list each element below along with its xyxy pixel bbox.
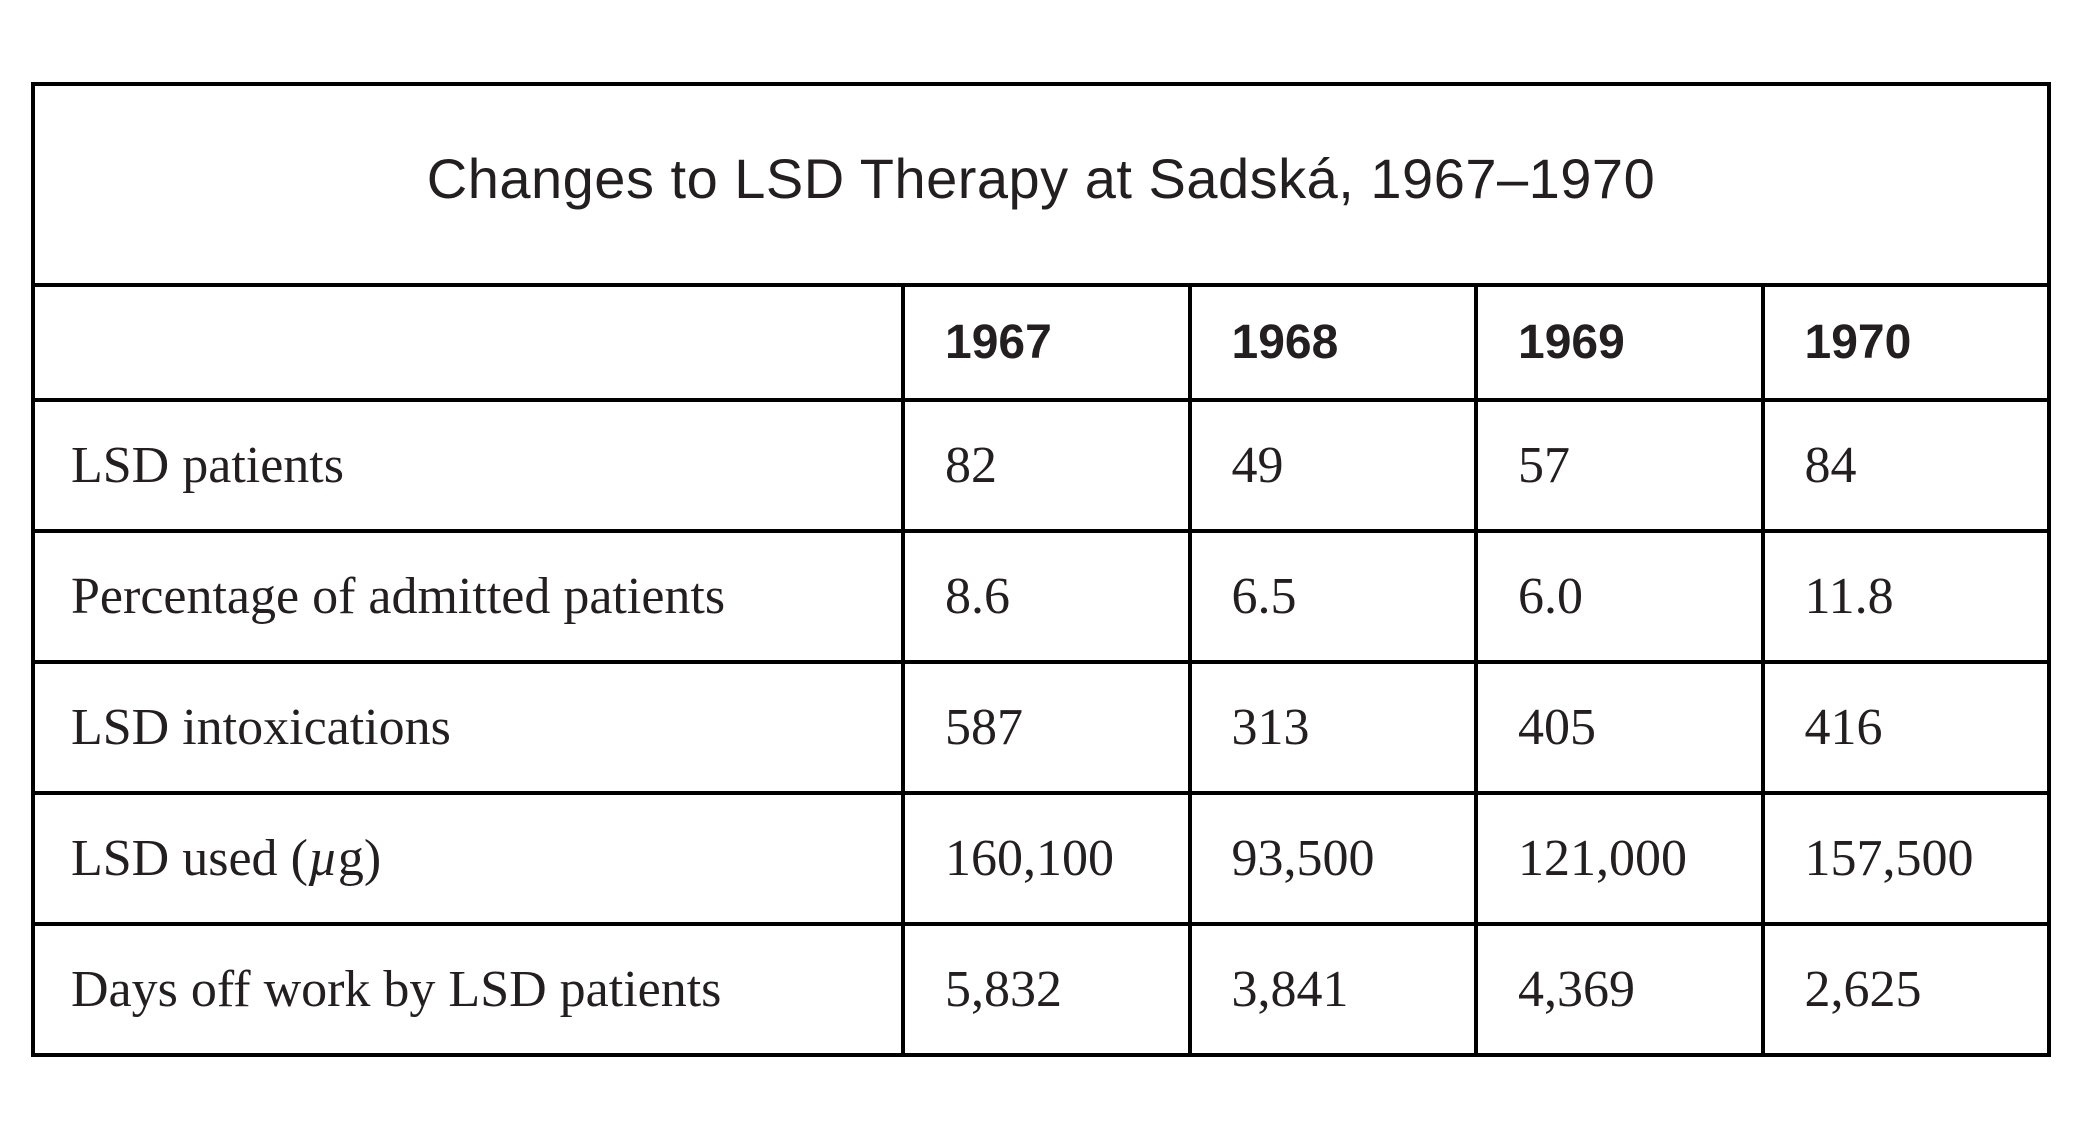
data-cell-value: 313 [1192,664,1475,791]
data-cell: 6.0 [1476,531,1763,662]
table-title-cell: Changes to LSD Therapy at Sadská, 1967–1… [33,84,2049,285]
header-year-3: 1970 [1763,285,2050,400]
unit-suffix: g) [338,830,381,887]
header-year-label: 1968 [1192,287,1475,398]
title-row: Changes to LSD Therapy at Sadská, 1967–1… [33,84,2049,285]
row-label-cell: Days off work by LSD patients [33,924,903,1055]
row-label: Percentage of admitted patients [35,533,901,660]
data-cell-value: 160,100 [905,795,1188,922]
data-cell: 57 [1476,400,1763,531]
data-cell: 82 [903,400,1190,531]
header-year-label: 1970 [1765,287,2048,398]
table-body: LSD patients82495784Percentage of admitt… [33,400,2049,1055]
table-title: Changes to LSD Therapy at Sadská, 1967–1… [35,86,2047,283]
data-cell: 6.5 [1190,531,1477,662]
data-cell: 587 [903,662,1190,793]
data-cell: 121,000 [1476,793,1763,924]
data-cell-value: 3,841 [1192,926,1475,1053]
data-cell-value: 5,832 [905,926,1188,1053]
data-cell-value: 587 [905,664,1188,791]
table-row: LSD used (µg)160,10093,500121,000157,500 [33,793,2049,924]
data-cell-value: 2,625 [1765,926,2048,1053]
header-year-0: 1967 [903,285,1190,400]
row-label: LSD used (µg) [35,795,901,922]
header-year-label: 1967 [905,287,1188,398]
row-label-cell: LSD intoxications [33,662,903,793]
data-cell: 5,832 [903,924,1190,1055]
data-cell: 11.8 [1763,531,2050,662]
header-year-1: 1968 [1190,285,1477,400]
data-cell-value: 6.5 [1192,533,1475,660]
row-label-cell: LSD used (µg) [33,793,903,924]
data-cell-value: 416 [1765,664,2048,791]
data-cell-value: 4,369 [1478,926,1761,1053]
data-cell: 3,841 [1190,924,1477,1055]
data-cell: 8.6 [903,531,1190,662]
data-cell-value: 49 [1192,402,1475,529]
data-cell-value: 84 [1765,402,2048,529]
data-cell-value: 57 [1478,402,1761,529]
data-cell-value: 157,500 [1765,795,2048,922]
row-label: Days off work by LSD patients [35,926,901,1053]
table-row: LSD patients82495784 [33,400,2049,531]
mu-icon: µ [308,830,338,887]
data-cell: 93,500 [1190,793,1477,924]
row-label-cell: LSD patients [33,400,903,531]
data-cell-value: 6.0 [1478,533,1761,660]
row-label: LSD patients [35,402,901,529]
data-cell: 416 [1763,662,2050,793]
data-cell-value: 11.8 [1765,533,2048,660]
header-year-2: 1969 [1476,285,1763,400]
data-cell: 49 [1190,400,1477,531]
data-cell-value: 405 [1478,664,1761,791]
header-empty [33,285,903,400]
table-row: Days off work by LSD patients5,8323,8414… [33,924,2049,1055]
unit-prefix: ( [278,830,308,887]
row-label: LSD intoxications [35,664,901,791]
data-cell: 313 [1190,662,1477,793]
data-cell: 4,369 [1476,924,1763,1055]
data-cell-value: 121,000 [1478,795,1761,922]
data-cell: 84 [1763,400,2050,531]
data-cell: 2,625 [1763,924,2050,1055]
therapy-table-container: Changes to LSD Therapy at Sadská, 1967–1… [31,82,2051,1057]
data-cell: 405 [1476,662,1763,793]
table-row: Percentage of admitted patients8.66.56.0… [33,531,2049,662]
table-row: LSD intoxications587313405416 [33,662,2049,793]
data-cell-value: 82 [905,402,1188,529]
header-row: 1967 1968 1969 1970 [33,285,2049,400]
data-cell-value: 93,500 [1192,795,1475,922]
data-cell: 157,500 [1763,793,2050,924]
row-label-text: LSD used [71,830,278,887]
header-year-label: 1969 [1478,287,1761,398]
row-label-cell: Percentage of admitted patients [33,531,903,662]
data-cell: 160,100 [903,793,1190,924]
data-cell-value: 8.6 [905,533,1188,660]
therapy-table: Changes to LSD Therapy at Sadská, 1967–1… [31,82,2051,1057]
